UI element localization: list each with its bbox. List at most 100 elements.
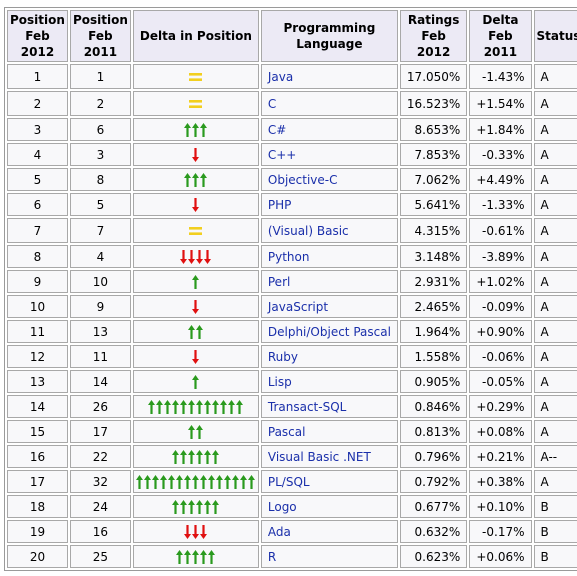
- table-row: 13 14 Lisp 0.905% -0.05% A: [7, 370, 577, 393]
- table-row: 6 5 PHP 5.641% -1.33% A: [7, 193, 577, 216]
- rating-feb-2012-cell: 16.523%: [399, 91, 468, 116]
- delta-in-position-cell: [132, 445, 259, 468]
- delta-icons: [192, 349, 200, 364]
- programming-language-link[interactable]: Perl: [260, 270, 398, 293]
- table-row: 3 6 C# 8.653% +1.84% A: [7, 118, 577, 141]
- header-delta-feb-2011: Delta Feb 2011: [469, 10, 532, 62]
- green-up-arrow-icon: [212, 399, 220, 414]
- delta-icons: [189, 73, 203, 81]
- green-up-arrow-icon: [236, 399, 244, 414]
- green-up-arrow-icon: [212, 449, 220, 464]
- rating-feb-2012-cell: 1.558%: [399, 345, 468, 368]
- header-ratings-feb-2012: Ratings Feb 2012: [399, 10, 468, 62]
- green-up-arrow-icon: [136, 474, 144, 489]
- table-row: 7 7 (Visual) Basic 4.315% -0.61% A: [7, 218, 577, 243]
- green-up-arrow-icon: [204, 449, 212, 464]
- position-feb-2011-cell: 8: [69, 168, 131, 191]
- table-row: 9 10 Perl 2.931% +1.02% A: [7, 270, 577, 293]
- programming-language-link[interactable]: PHP: [260, 193, 398, 216]
- position-feb-2012-cell: 19: [7, 520, 68, 543]
- table-row: 8 4 Python 3.148% -3.89% A: [7, 245, 577, 268]
- green-up-arrow-icon: [228, 399, 236, 414]
- green-up-arrow-icon: [224, 474, 232, 489]
- header-line-2: Feb 2011: [483, 29, 518, 59]
- position-feb-2011-cell: 7: [69, 218, 131, 243]
- header-status: Status: [533, 10, 577, 62]
- table-row: 18 24 Logo 0.677% +0.10% B: [7, 495, 577, 518]
- green-up-arrow-icon: [172, 399, 180, 414]
- rating-feb-2012-cell: 5.641%: [399, 193, 468, 216]
- programming-language-link[interactable]: Objective-C: [260, 168, 398, 191]
- green-up-arrow-icon: [176, 474, 184, 489]
- programming-language-link[interactable]: Pascal: [260, 420, 398, 443]
- status-cell: A: [533, 320, 577, 343]
- green-up-arrow-icon: [192, 122, 200, 137]
- programming-language-link[interactable]: Ruby: [260, 345, 398, 368]
- delta-in-position-cell: [132, 193, 259, 216]
- green-up-arrow-icon: [196, 499, 204, 514]
- red-down-arrow-icon: [180, 249, 188, 264]
- green-up-arrow-icon: [184, 172, 192, 187]
- red-down-arrow-icon: [200, 524, 208, 539]
- green-up-arrow-icon: [216, 474, 224, 489]
- position-feb-2011-cell: 2: [69, 91, 131, 116]
- programming-language-link[interactable]: Ada: [260, 520, 398, 543]
- position-feb-2011-cell: 11: [69, 345, 131, 368]
- programming-language-link[interactable]: Visual Basic .NET: [260, 445, 398, 468]
- delta-feb-2011-cell: -0.33%: [469, 143, 532, 166]
- header-line-2: Feb 2011: [83, 29, 118, 59]
- position-feb-2012-cell: 14: [7, 395, 68, 418]
- rating-feb-2012-cell: 1.964%: [399, 320, 468, 343]
- position-feb-2012-cell: 20: [7, 545, 68, 568]
- delta-in-position-cell: [132, 470, 259, 493]
- green-up-arrow-icon: [172, 449, 180, 464]
- delta-in-position-cell: [132, 91, 259, 116]
- delta-feb-2011-cell: +4.49%: [469, 168, 532, 191]
- delta-feb-2011-cell: +0.06%: [469, 545, 532, 568]
- status-cell: B: [533, 545, 577, 568]
- delta-feb-2011-cell: -1.33%: [469, 193, 532, 216]
- delta-in-position-cell: [132, 64, 259, 89]
- delta-feb-2011-cell: -1.43%: [469, 64, 532, 89]
- red-down-arrow-icon: [192, 299, 200, 314]
- programming-language-link[interactable]: Logo: [260, 495, 398, 518]
- delta-feb-2011-cell: -0.09%: [469, 295, 532, 318]
- programming-language-link[interactable]: PL/SQL: [260, 470, 398, 493]
- rating-feb-2012-cell: 0.905%: [399, 370, 468, 393]
- header-line-1: Ratings: [407, 13, 460, 27]
- green-up-arrow-icon: [192, 549, 200, 564]
- red-down-arrow-icon: [196, 249, 204, 264]
- programming-language-link[interactable]: Delphi/Object Pascal: [260, 320, 398, 343]
- delta-icons: [180, 249, 212, 264]
- delta-icons: [176, 549, 216, 564]
- delta-in-position-cell: [132, 218, 259, 243]
- programming-language-link[interactable]: Transact-SQL: [260, 395, 398, 418]
- delta-in-position-cell: [132, 420, 259, 443]
- programming-language-link[interactable]: R: [260, 545, 398, 568]
- green-up-arrow-icon: [240, 474, 248, 489]
- green-up-arrow-icon: [188, 449, 196, 464]
- table-row: 12 11 Ruby 1.558% -0.06% A: [7, 345, 577, 368]
- programming-language-link[interactable]: Lisp: [260, 370, 398, 393]
- equal-sign-icon: [189, 100, 203, 108]
- programming-language-link[interactable]: C: [260, 91, 398, 116]
- delta-feb-2011-cell: -0.05%: [469, 370, 532, 393]
- programming-language-link[interactable]: C++: [260, 143, 398, 166]
- status-cell: A: [533, 470, 577, 493]
- green-up-arrow-icon: [144, 474, 152, 489]
- delta-feb-2011-cell: +1.02%: [469, 270, 532, 293]
- position-feb-2011-cell: 6: [69, 118, 131, 141]
- programming-language-link[interactable]: (Visual) Basic: [260, 218, 398, 243]
- programming-language-link[interactable]: Python: [260, 245, 398, 268]
- position-feb-2012-cell: 2: [7, 91, 68, 116]
- delta-in-position-cell: [132, 345, 259, 368]
- position-feb-2011-cell: 22: [69, 445, 131, 468]
- programming-language-link[interactable]: JavaScript: [260, 295, 398, 318]
- delta-feb-2011-cell: +0.08%: [469, 420, 532, 443]
- header-row: Position Feb 2012 Position Feb 2011 Delt…: [7, 10, 577, 62]
- delta-in-position-cell: [132, 270, 259, 293]
- green-up-arrow-icon: [176, 549, 184, 564]
- delta-icons: [189, 100, 203, 108]
- programming-language-link[interactable]: Java: [260, 64, 398, 89]
- programming-language-link[interactable]: C#: [260, 118, 398, 141]
